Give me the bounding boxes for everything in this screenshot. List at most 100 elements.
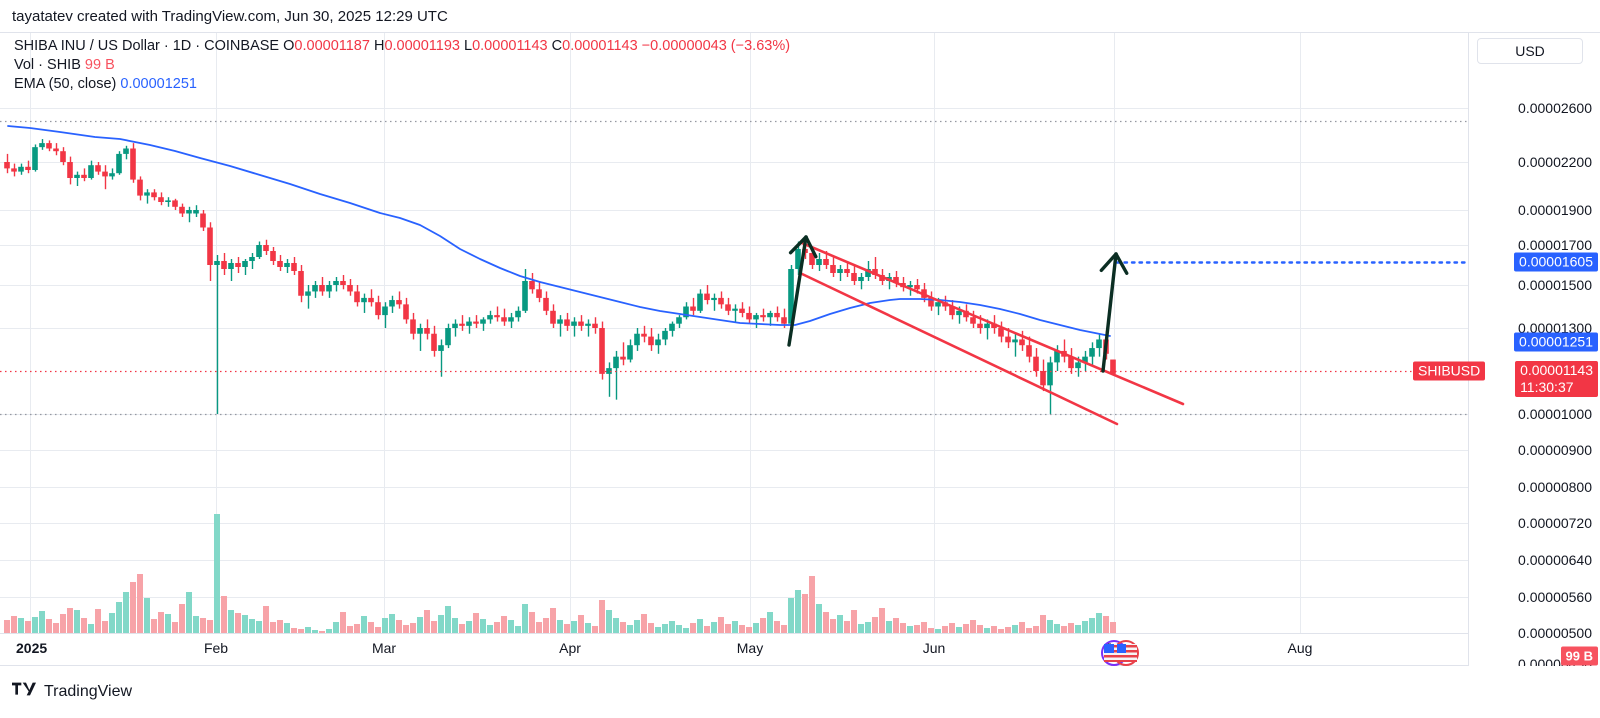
volume-bar — [431, 621, 437, 634]
volume-bar — [991, 626, 997, 634]
plot-area[interactable] — [0, 33, 1468, 634]
candle-body — [221, 261, 227, 269]
candle-body — [1096, 339, 1102, 349]
candle-body — [557, 319, 563, 324]
price-tick-label: 0.00000720 — [1518, 515, 1592, 531]
volume-bar — [1082, 621, 1088, 634]
candle-body — [291, 263, 297, 271]
candle-body — [928, 297, 934, 307]
ema-price-value: 0.00001251 — [1519, 333, 1593, 350]
volume-bar — [1040, 615, 1046, 634]
breakout-arrow-may[interactable] — [787, 235, 818, 347]
volume-bar — [613, 618, 619, 634]
candle-body — [46, 143, 52, 149]
volume-badge-value: 99 B — [1565, 648, 1593, 664]
candle-body — [228, 263, 234, 269]
arrow-shaft[interactable] — [1101, 252, 1118, 373]
currency-selector[interactable]: USD — [1477, 38, 1583, 64]
candle-body — [207, 227, 213, 265]
target-price-badge[interactable]: 0.00001605 — [1514, 252, 1598, 272]
candle-body — [578, 321, 584, 326]
volume-bar — [67, 608, 73, 634]
candle-body — [592, 323, 598, 328]
volume-bar — [998, 629, 1004, 634]
volume-bar — [354, 624, 360, 634]
volume-bar — [340, 612, 346, 634]
candle-body — [375, 302, 381, 316]
volume-bar — [487, 625, 493, 634]
volume-bar — [655, 627, 661, 634]
candle-body — [95, 165, 101, 172]
candle-body — [690, 306, 696, 311]
volume-bar — [1019, 622, 1025, 634]
volume-bar — [305, 627, 311, 634]
volume-bar — [102, 621, 108, 634]
candle-body — [697, 293, 703, 311]
volume-bar — [46, 619, 52, 634]
candle-body — [312, 285, 318, 292]
projection-arrow-jul[interactable] — [1099, 252, 1129, 373]
candle-body — [606, 368, 612, 374]
candle-body — [340, 281, 346, 285]
candle-body — [382, 306, 388, 316]
volume-bar — [130, 582, 136, 634]
candle-body — [564, 319, 570, 326]
tradingview-logo-icon — [12, 682, 36, 703]
volume-bar — [319, 631, 325, 634]
arrow-shaft[interactable] — [787, 235, 808, 347]
candle-body — [774, 312, 780, 318]
volume-bar — [676, 625, 682, 634]
candle-body — [914, 285, 920, 290]
candle-body — [837, 269, 843, 273]
candle-body — [1089, 348, 1095, 357]
candle-body — [18, 166, 24, 172]
time-tick-label: Mar — [371, 640, 397, 656]
volume-bar — [298, 629, 304, 634]
volume-bar — [781, 625, 787, 634]
volume-bar — [123, 592, 129, 634]
volume-badge[interactable]: 99 B — [1560, 646, 1598, 666]
candle-body — [543, 297, 549, 311]
volume-bar — [1005, 627, 1011, 634]
last-price-badge[interactable]: 0.00001143 11:30:37 — [1515, 361, 1598, 397]
arrow-head-left — [804, 235, 818, 259]
candle-body — [102, 171, 108, 177]
volume-bar — [977, 625, 983, 634]
candle-body — [599, 328, 605, 374]
volume-bar — [193, 616, 199, 634]
candle-body — [991, 323, 997, 328]
candle-body — [809, 253, 815, 265]
volume-bar — [284, 623, 290, 634]
volume-bar — [53, 623, 59, 634]
candle-body — [431, 333, 437, 351]
volume-bar — [1026, 628, 1032, 634]
candle-body — [158, 197, 164, 202]
volume-bar — [802, 594, 808, 634]
channel-lower-line[interactable] — [798, 271, 1119, 426]
price-axis[interactable]: USD 0.00002600 0.00002200 0.00001900 0.0000… — [1468, 33, 1600, 672]
candle-body — [571, 321, 577, 326]
channel-upper-line[interactable] — [800, 241, 1185, 406]
candle-body — [200, 213, 206, 228]
price-tick-label: 0.00001900 — [1518, 202, 1592, 218]
volume-bar — [795, 590, 801, 634]
candle-body — [242, 261, 248, 267]
candle-body — [725, 304, 731, 311]
candle-body — [130, 148, 136, 180]
candle-body — [704, 293, 710, 301]
ema-price-badge[interactable]: 0.00001251 — [1514, 332, 1598, 352]
volume-bar — [438, 615, 444, 634]
volume-bar — [851, 610, 857, 634]
volume-series — [4, 514, 1116, 634]
volume-bar — [39, 611, 45, 634]
descending-channel[interactable] — [798, 241, 1185, 426]
time-tick-label: Jun — [922, 640, 946, 656]
candle-body — [452, 323, 458, 328]
time-axis[interactable]: 2025FebMarAprMayJunJulAug — [0, 633, 1468, 665]
volume-bar — [732, 621, 738, 634]
volume-bar — [893, 618, 899, 634]
candle-body — [333, 281, 339, 285]
volume-bar — [200, 618, 206, 634]
target-price-value: 0.00001605 — [1519, 253, 1593, 270]
ticker-tag[interactable]: SHIBUSD — [1413, 361, 1486, 381]
